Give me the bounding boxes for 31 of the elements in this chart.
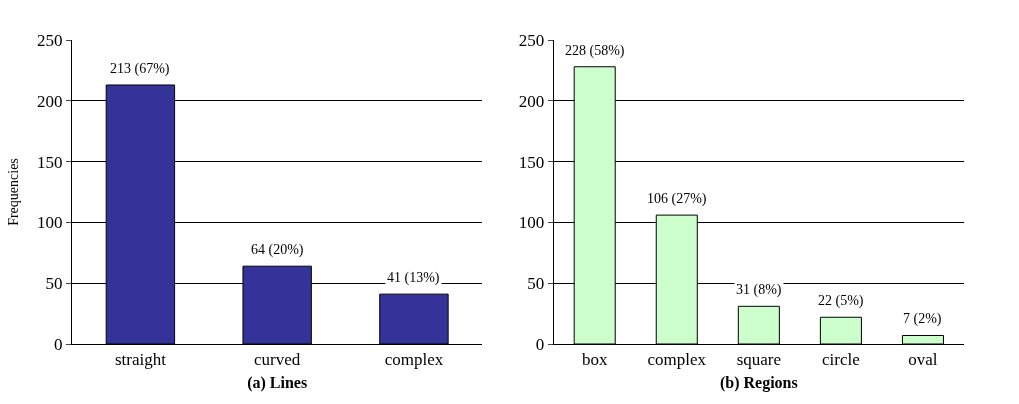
y-tick-label: 50 — [45, 274, 63, 294]
x-axis-title: (b) Regions — [719, 374, 798, 393]
data-label: 106 (27%) — [647, 191, 707, 207]
y-tick-label: 200 — [518, 91, 545, 111]
x-tick-label: complex — [384, 350, 444, 370]
x-tick-label: box — [581, 350, 608, 370]
x-tick-label: curved — [254, 350, 301, 370]
y-axis-title: Frequencies — [5, 158, 21, 226]
y-tick-label: 0 — [54, 334, 63, 354]
data-label: 228 (58%) — [565, 43, 625, 59]
y-tick-label: 0 — [535, 334, 545, 354]
y-tick-label: 150 — [37, 152, 63, 172]
data-label: 31 (8%) — [736, 282, 782, 298]
data-label: 64 (20%) — [251, 242, 304, 258]
y-tick-label: 150 — [518, 152, 545, 172]
y-tick-label: 250 — [518, 30, 545, 50]
data-label: 213 (67%) — [110, 61, 170, 77]
data-label: 41 (13%) — [387, 270, 440, 286]
y-tick-label: 100 — [37, 213, 63, 233]
y-tick-label: 50 — [527, 274, 545, 294]
x-tick-label: straight — [114, 350, 167, 370]
y-tick-label: 250 — [37, 30, 63, 50]
data-label: 7 (2%) — [903, 311, 942, 327]
x-axis-title: (a) Lines — [247, 374, 308, 393]
x-tick-label: square — [736, 350, 782, 370]
x-tick-label: complex — [647, 350, 707, 370]
x-tick-label: oval — [908, 350, 938, 370]
x-tick-label: circle — [822, 350, 860, 370]
data-label: 22 (5%) — [818, 293, 864, 309]
y-tick-label: 100 — [518, 213, 545, 233]
y-tick-label: 200 — [37, 91, 63, 111]
